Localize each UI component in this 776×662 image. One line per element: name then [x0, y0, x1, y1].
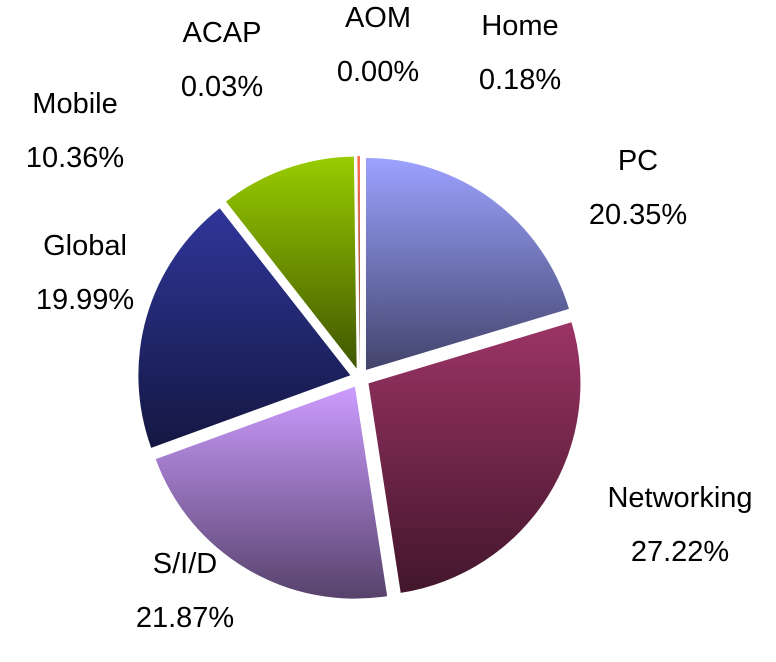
value-label: 27.22% [630, 536, 730, 568]
pie-slice [226, 156, 357, 369]
category-label: Global [43, 230, 127, 262]
pie-slice [155, 386, 388, 599]
value-label: 0.18% [478, 64, 562, 96]
slice-label: Networking 27.22% [580, 471, 776, 579]
value-label: 10.36% [25, 142, 125, 174]
value-label: 19.99% [35, 284, 135, 316]
slice-label: PC 20.35% [573, 134, 703, 242]
value-label: 20.35% [588, 199, 688, 231]
pie-slice [368, 322, 581, 593]
category-label: Mobile [32, 88, 118, 120]
pie-slice [365, 157, 569, 370]
slice-label: S/I/D 21.87% [120, 537, 250, 645]
category-label: AOM [344, 2, 412, 34]
category-label: PC [617, 145, 659, 177]
slice-label: Mobile 10.36% [5, 77, 145, 185]
slice-label: Global 19.99% [15, 219, 155, 327]
value-label: 0.00% [336, 56, 420, 88]
slice-label: AOM 0.00% [318, 0, 438, 99]
category-label: Digital Home [481, 10, 559, 42]
category-label: ACAP [182, 17, 262, 49]
slice-label: Digital Home 0.18% [460, 0, 580, 107]
slice-label: ACAP 0.03% [162, 6, 282, 114]
category-label: S/I/D [152, 548, 218, 580]
category-label: Networking [607, 482, 753, 514]
pie-slice [357, 156, 360, 369]
value-label: 21.87% [135, 602, 235, 634]
pie-slice [357, 156, 360, 369]
value-label: 0.03% [180, 71, 264, 103]
pie-slice [138, 208, 351, 448]
